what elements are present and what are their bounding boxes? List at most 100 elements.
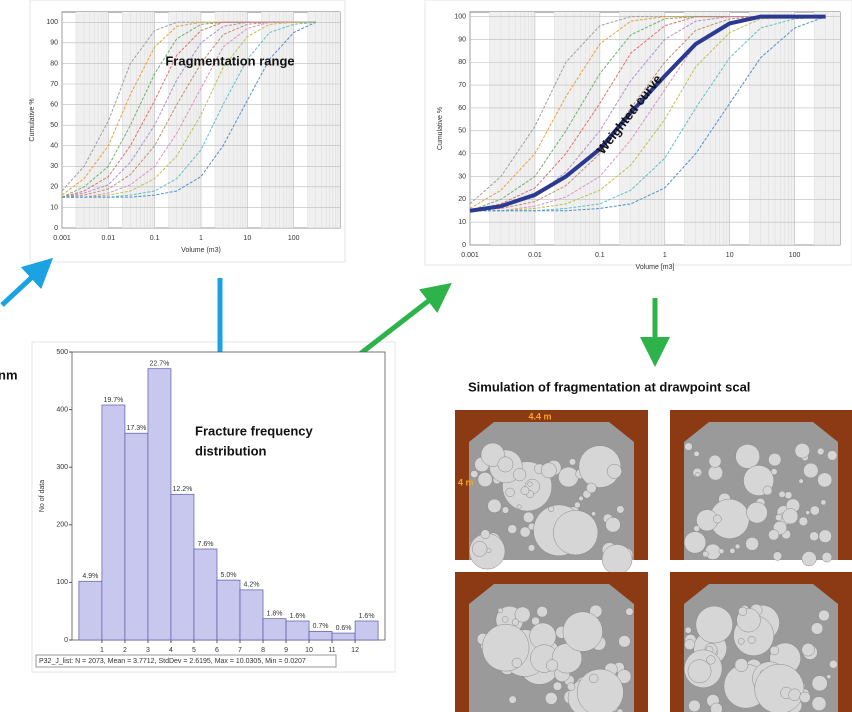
- x-axis-label: Volume [m3]: [636, 264, 675, 271]
- height-label: 4 m: [458, 477, 474, 487]
- y-tick-label: 50: [50, 122, 58, 129]
- rock: [553, 510, 599, 556]
- rock: [471, 541, 488, 557]
- value-label: 1.6%: [359, 613, 375, 620]
- rock: [567, 682, 576, 691]
- rock: [738, 606, 748, 616]
- rock: [827, 450, 838, 461]
- decade-band: [261, 12, 294, 228]
- decade-band: [749, 12, 795, 245]
- bar: [78, 580, 103, 641]
- bar: [216, 579, 241, 641]
- rock: [693, 525, 700, 532]
- rock: [702, 550, 709, 558]
- rock: [527, 544, 536, 552]
- rock: [788, 688, 801, 702]
- y-axis-label: Cumulative %: [29, 98, 36, 141]
- curve: [469, 16, 826, 212]
- rock: [768, 529, 780, 541]
- rock: [519, 526, 531, 538]
- rock: [481, 624, 530, 672]
- rock: [818, 529, 832, 543]
- x-tick-label: 100: [789, 252, 801, 259]
- x-tick-label: 4: [169, 647, 173, 654]
- side-label: nm: [0, 367, 18, 382]
- y-tick-label: 90: [50, 40, 58, 47]
- y-tick-label: 100: [56, 579, 68, 586]
- rock: [684, 442, 693, 451]
- bar: [262, 618, 287, 641]
- curve: [470, 16, 826, 212]
- rock: [586, 482, 597, 494]
- rock: [782, 508, 799, 525]
- rock: [470, 470, 479, 478]
- rock: [618, 635, 631, 648]
- decade-band: [619, 12, 665, 245]
- decade-band: [168, 12, 201, 228]
- rock: [710, 702, 723, 712]
- y-tick-label: 10: [458, 219, 466, 226]
- rock: [809, 531, 819, 542]
- rock: [562, 611, 603, 652]
- rock: [514, 606, 531, 623]
- rock: [801, 551, 817, 567]
- rock: [695, 605, 734, 644]
- rock: [769, 645, 780, 656]
- bar: [170, 493, 195, 641]
- rock: [762, 485, 773, 496]
- curve: [61, 21, 316, 198]
- y-tick-label: 70: [458, 82, 466, 89]
- rock: [544, 692, 558, 705]
- arrow: [0, 257, 54, 307]
- rock: [684, 626, 692, 634]
- decade-band: [814, 12, 840, 245]
- rock: [826, 674, 832, 680]
- y-tick-label: 100: [454, 13, 466, 20]
- rock: [568, 458, 577, 466]
- rock: [605, 516, 621, 533]
- y-tick-label: 300: [56, 464, 68, 471]
- rock: [516, 504, 522, 510]
- rock: [576, 668, 624, 712]
- y-tick-label: 20: [50, 184, 58, 191]
- rock: [616, 505, 625, 514]
- curve: [61, 21, 316, 198]
- y-tick-label: 0: [64, 637, 68, 644]
- rock: [693, 450, 700, 457]
- annotation: Fracture frequency: [195, 423, 314, 438]
- bar: [331, 632, 356, 641]
- y-axis-label: No of data: [39, 480, 46, 512]
- value-label: 19.7%: [103, 397, 123, 404]
- rock: [738, 638, 745, 645]
- curve: [469, 16, 826, 205]
- bar: [354, 620, 379, 641]
- curve: [62, 21, 316, 198]
- x-tick-label: 1: [100, 647, 104, 654]
- bar: [239, 589, 264, 641]
- rock: [688, 699, 701, 712]
- x-tick-label: 12: [351, 647, 359, 654]
- y-tick-label: 200: [56, 522, 68, 529]
- bar: [193, 548, 218, 641]
- rock: [799, 691, 811, 703]
- rock: [794, 443, 810, 459]
- rock: [497, 607, 504, 614]
- y-tick-label: 30: [50, 163, 58, 170]
- rock: [718, 548, 725, 555]
- rock: [501, 616, 509, 623]
- annotation: Fragmentation range: [165, 53, 294, 68]
- value-label: 4.9%: [82, 573, 98, 580]
- rock: [708, 454, 722, 468]
- rock: [507, 524, 517, 534]
- curve: [469, 14, 826, 213]
- rock: [772, 551, 783, 561]
- rock: [775, 513, 783, 522]
- rock: [695, 472, 701, 478]
- value-label: 7.6%: [198, 541, 214, 548]
- rock: [810, 622, 824, 635]
- rock: [820, 499, 827, 506]
- rock: [805, 510, 811, 516]
- decade-band: [554, 12, 600, 245]
- rock: [601, 544, 633, 575]
